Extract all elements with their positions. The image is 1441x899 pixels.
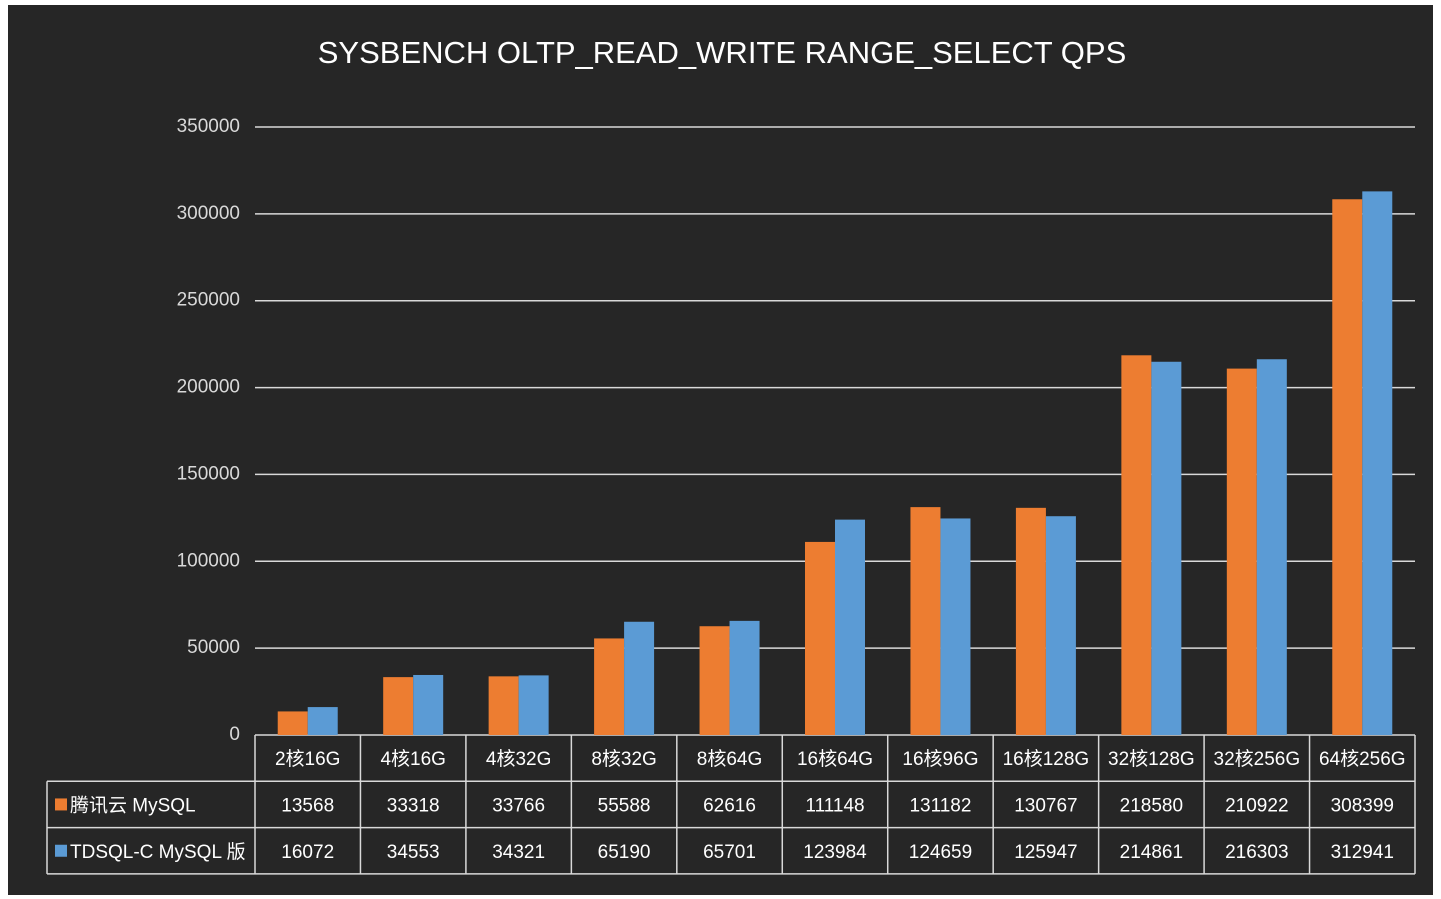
x-tick-label: 16核128G (1003, 748, 1090, 770)
table-value: 65701 (703, 842, 756, 863)
table-value: 16072 (281, 842, 334, 863)
bar (307, 707, 338, 735)
x-tick-label: 16核96G (902, 748, 978, 770)
y-tick-label: 200000 (177, 377, 240, 398)
bar (805, 541, 835, 735)
table-value: 125947 (1014, 842, 1077, 863)
bar (940, 518, 971, 735)
bar (1151, 361, 1182, 735)
table-value: 214861 (1120, 842, 1183, 863)
x-tick-label: 4核16G (380, 748, 445, 770)
y-tick-label: 250000 (177, 290, 240, 311)
table-value: 210922 (1225, 795, 1288, 816)
table-value: 131182 (909, 795, 971, 816)
x-tick-label: 8核64G (697, 748, 762, 770)
legend-label: 腾讯云 MySQL (70, 794, 196, 816)
bar (383, 677, 414, 735)
x-tick-label: 2核16G (275, 748, 340, 770)
x-tick-label: 16核64G (797, 748, 873, 770)
table-value: 218580 (1120, 795, 1183, 816)
bar (1226, 368, 1257, 735)
bar (413, 674, 444, 735)
bar (699, 626, 730, 735)
table-value: 123984 (803, 842, 867, 863)
legend-swatch (55, 844, 67, 857)
bar (835, 519, 865, 735)
x-tick-label: 32核256G (1214, 748, 1301, 770)
bar (624, 621, 655, 735)
bar (518, 675, 549, 735)
y-tick-label: 0 (229, 724, 240, 745)
y-tick-label: 50000 (187, 637, 240, 658)
table-value: 312941 (1331, 842, 1394, 863)
table-value: 34553 (387, 842, 440, 863)
table-value: 55588 (598, 795, 651, 816)
table-value: 308399 (1331, 795, 1394, 816)
bar (1332, 199, 1363, 736)
table-value: 34321 (492, 842, 545, 863)
bar (1121, 355, 1152, 735)
table-value: 13568 (281, 795, 334, 816)
chart-background (8, 5, 1433, 895)
table-value: 130767 (1014, 795, 1077, 816)
table-value: 216303 (1225, 842, 1288, 863)
legend-label: TDSQL-C MySQL 版 (70, 841, 246, 863)
table-value: 124659 (909, 842, 972, 863)
chart-title: SYSBENCH OLTP_READ_WRITE RANGE_SELECT QP… (318, 35, 1127, 70)
bar (729, 620, 760, 735)
x-tick-label: 4核32G (486, 748, 551, 770)
bar (1045, 516, 1076, 735)
table-value: 33318 (387, 795, 440, 816)
bar (277, 711, 308, 735)
table-value: 65190 (598, 842, 651, 863)
x-tick-label: 32核128G (1108, 748, 1195, 770)
y-tick-label: 150000 (177, 463, 240, 484)
y-tick-label: 300000 (177, 203, 240, 224)
table-value: 111148 (805, 795, 864, 816)
bar (1256, 359, 1287, 735)
y-tick-label: 100000 (177, 550, 240, 571)
table-value: 62616 (703, 795, 756, 816)
bar (910, 507, 941, 735)
table-value: 33766 (492, 795, 545, 816)
bar (1362, 191, 1393, 735)
y-tick-label: 350000 (177, 116, 240, 137)
bar (594, 638, 625, 735)
x-tick-label: 64核256G (1319, 748, 1406, 770)
bar (488, 676, 519, 735)
legend-swatch (55, 798, 67, 811)
bar (1015, 507, 1046, 735)
x-tick-label: 8核32G (591, 748, 656, 770)
